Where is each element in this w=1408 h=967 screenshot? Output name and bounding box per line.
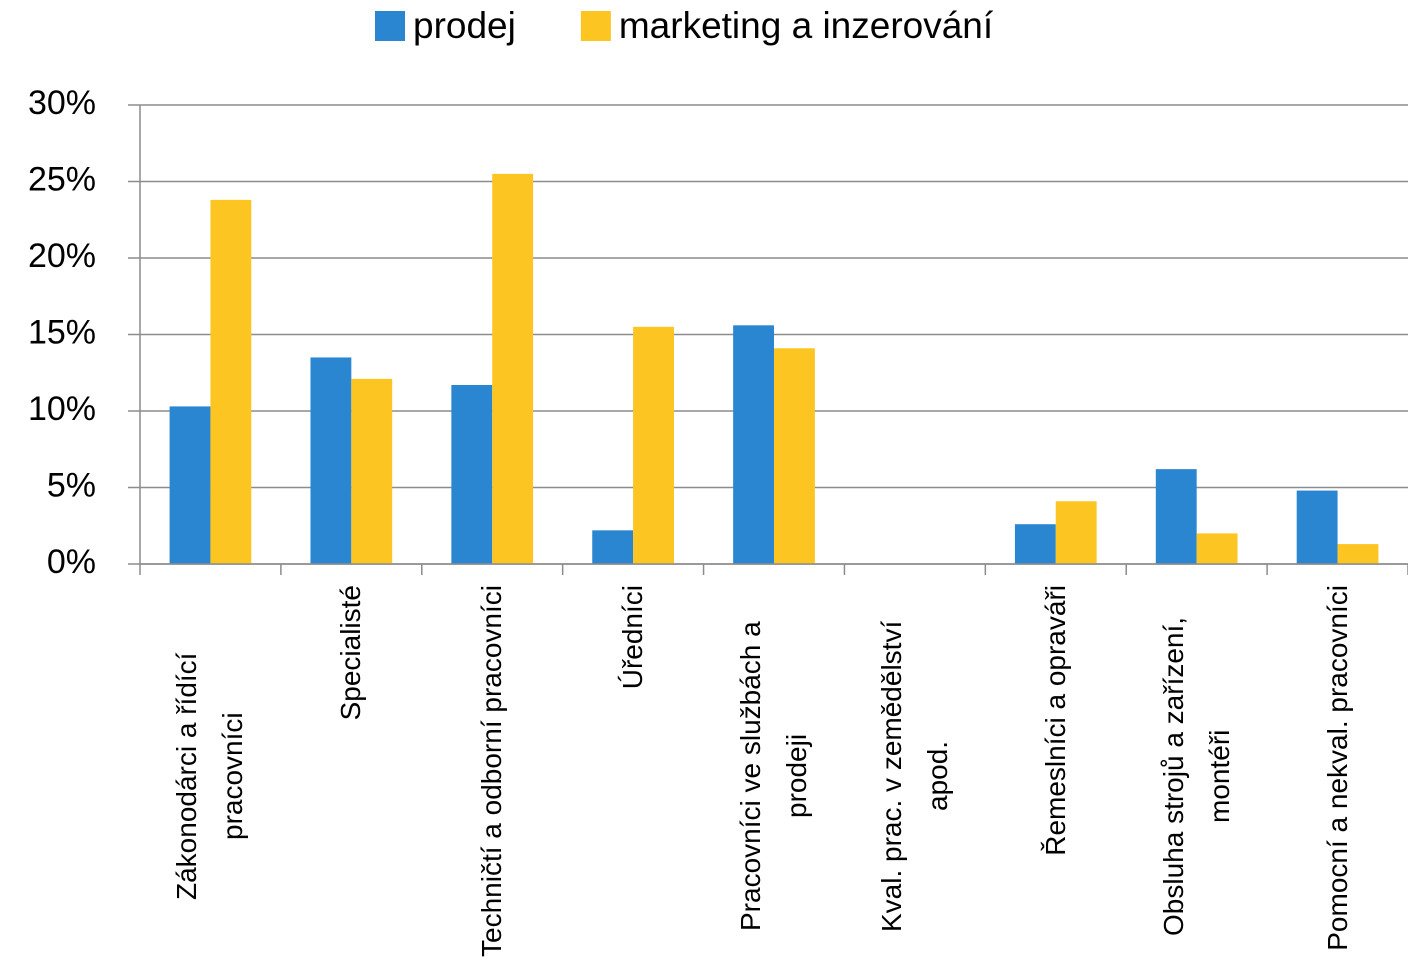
bar: [592, 530, 634, 564]
x-tick-label: Zákonodárci a řídící pracovníci: [171, 652, 249, 900]
bar: [633, 326, 674, 564]
x-tick-label: Specialisté: [335, 585, 367, 721]
legend-swatch: [375, 11, 405, 41]
bar: [169, 406, 211, 564]
y-tick-label: 0%: [47, 543, 96, 581]
y-tick-label: 5%: [47, 466, 96, 504]
bar: [1196, 533, 1238, 564]
bar: [733, 325, 774, 564]
y-tick-label: 30%: [28, 84, 96, 122]
x-tick-label: Techničtí a odborní pracovníci: [476, 585, 508, 957]
bar: [1055, 501, 1097, 564]
legend-label: prodej: [413, 5, 516, 46]
bar: [1155, 469, 1197, 564]
x-tick-label: Pomocní a nekval. pracovníci: [1321, 585, 1353, 951]
bar: [1337, 544, 1379, 564]
bar: [310, 357, 352, 564]
y-tick-label: 10%: [28, 390, 96, 428]
bar: [1014, 524, 1056, 564]
bar: [451, 384, 493, 564]
bar: [210, 199, 252, 565]
x-tick-label: Řemeslníci a opraváři: [1039, 585, 1071, 856]
bar: [774, 348, 815, 564]
y-tick-label: 20%: [28, 237, 96, 275]
legend-label: marketing a inzerování: [619, 5, 994, 46]
legend-swatch: [580, 11, 611, 41]
bar: [1296, 490, 1338, 564]
y-tick-label: 25%: [28, 160, 96, 198]
y-tick-label: 15%: [28, 313, 96, 351]
x-tick-label: Úředníci: [617, 585, 649, 690]
bar: [351, 378, 393, 564]
x-tick-label: Obsluha strojů a zařízení, montéři: [1157, 616, 1235, 936]
x-tick-label: Pracovníci ve službách a prodeji: [735, 621, 812, 931]
bar: [492, 173, 534, 564]
x-tick-label: Kval. prac. v zemědělství apod.: [875, 620, 953, 932]
